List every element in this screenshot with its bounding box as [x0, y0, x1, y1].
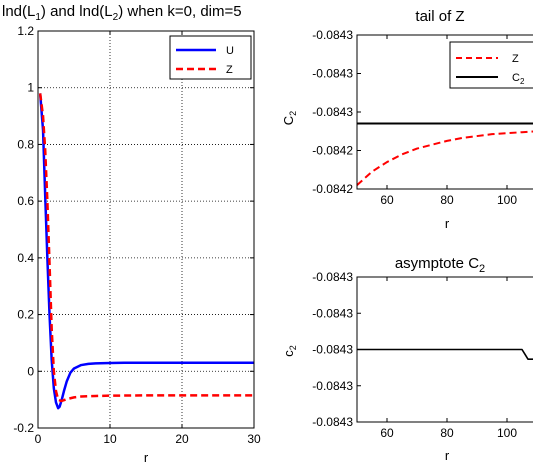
- x-tick-label: 100: [497, 426, 517, 440]
- legend-z2-label: Z: [512, 53, 519, 65]
- y-tick-label: 0.4: [17, 251, 34, 265]
- chart-2-legend: Z C2: [449, 41, 533, 89]
- y-tick-label: 1: [27, 81, 34, 95]
- chart-2-frame: [356, 34, 533, 190]
- chart-2-ylabel: C2: [281, 111, 298, 125]
- x-tick-label: 80: [440, 426, 454, 440]
- chart-2-series: [356, 122, 533, 186]
- y-tick-label: -0.0843: [312, 105, 353, 119]
- x-tick-label: 30: [247, 432, 261, 446]
- chart-1-frame: [37, 30, 255, 429]
- x-tick-label: 60: [380, 193, 394, 207]
- chart-1-legend-box: [169, 35, 252, 80]
- y-tick-label: -0.2: [13, 421, 34, 435]
- y-tick-label: 0.6: [17, 194, 34, 208]
- chart-3-series: [357, 348, 533, 360]
- series-line-z: [38, 93, 254, 403]
- y-tick-label: -0.0843: [312, 270, 353, 284]
- legend-z-label: Z: [226, 64, 233, 76]
- series-line-u: [38, 93, 254, 410]
- y-tick-label: -0.0843: [312, 343, 353, 357]
- y-tick-label: -0.0842: [312, 144, 353, 158]
- chart-2-title: tail of Z: [415, 8, 464, 25]
- y-tick-label: -0.0842: [312, 182, 353, 196]
- chart-3-frame: [356, 276, 533, 423]
- chart-1-ticks: 0 10 20 30-0.200.20.40.60.811.2: [13, 24, 261, 446]
- chart-2-xlabel: r: [445, 216, 450, 231]
- y-tick-label: -0.0843: [312, 415, 353, 429]
- chart-3-title: asymptote C2: [395, 255, 485, 275]
- chart-1-xlabel: r: [144, 450, 149, 465]
- chart-3-ticks: 60 80 100 -0.0843 -0.0843 -0.0843 -0.0843 -0.08…: [312, 270, 517, 440]
- chart-2-ticks: 60 80 100 -0.0842 -0.0842 -0.0843 -0.0843 -0.08…: [312, 28, 517, 207]
- x-tick-label: 100: [497, 193, 517, 207]
- chart-1: lnd(L1) and lnd(L2) when k=0, dim=5 0 10 2…: [2, 3, 261, 465]
- chart-1-legend: U Z: [169, 35, 252, 80]
- y-tick-label: 0.8: [17, 137, 34, 151]
- x-tick-label: 10: [103, 432, 117, 446]
- chart-1-series: [38, 93, 254, 410]
- series-line-z: [356, 130, 533, 186]
- y-tick-label: -0.0843: [312, 28, 353, 42]
- y-tick-label: -0.0843: [312, 67, 353, 81]
- chart-1-plot-area: [38, 31, 254, 428]
- chart-3: asymptote C2 60 80 100 -0.0843 -0.0843 -0.084…: [281, 255, 533, 463]
- series-line-c2: [357, 348, 533, 360]
- y-tick-label: 1.2: [17, 24, 34, 38]
- x-tick-label: 20: [175, 432, 189, 446]
- x-tick-label: 60: [380, 426, 394, 440]
- y-tick-label: -0.0843: [312, 306, 353, 320]
- chart-2-legend-box: [449, 41, 533, 89]
- x-tick-label: 80: [440, 193, 454, 207]
- y-tick-label: -0.0843: [312, 379, 353, 393]
- chart-3-ylabel: c2: [281, 345, 298, 357]
- chart-3-xlabel: r: [445, 448, 450, 463]
- legend-u-label: U: [226, 45, 234, 57]
- chart-2: tail of Z 60 80 100 -0.0842 -0.0842 -0.0843 -0…: [281, 8, 533, 231]
- y-tick-label: 0: [27, 364, 34, 378]
- y-tick-label: 0.2: [17, 308, 34, 322]
- chart-1-title: lnd(L1) and lnd(L2) when k=0, dim=5: [2, 3, 242, 23]
- x-tick-label: 0: [35, 432, 42, 446]
